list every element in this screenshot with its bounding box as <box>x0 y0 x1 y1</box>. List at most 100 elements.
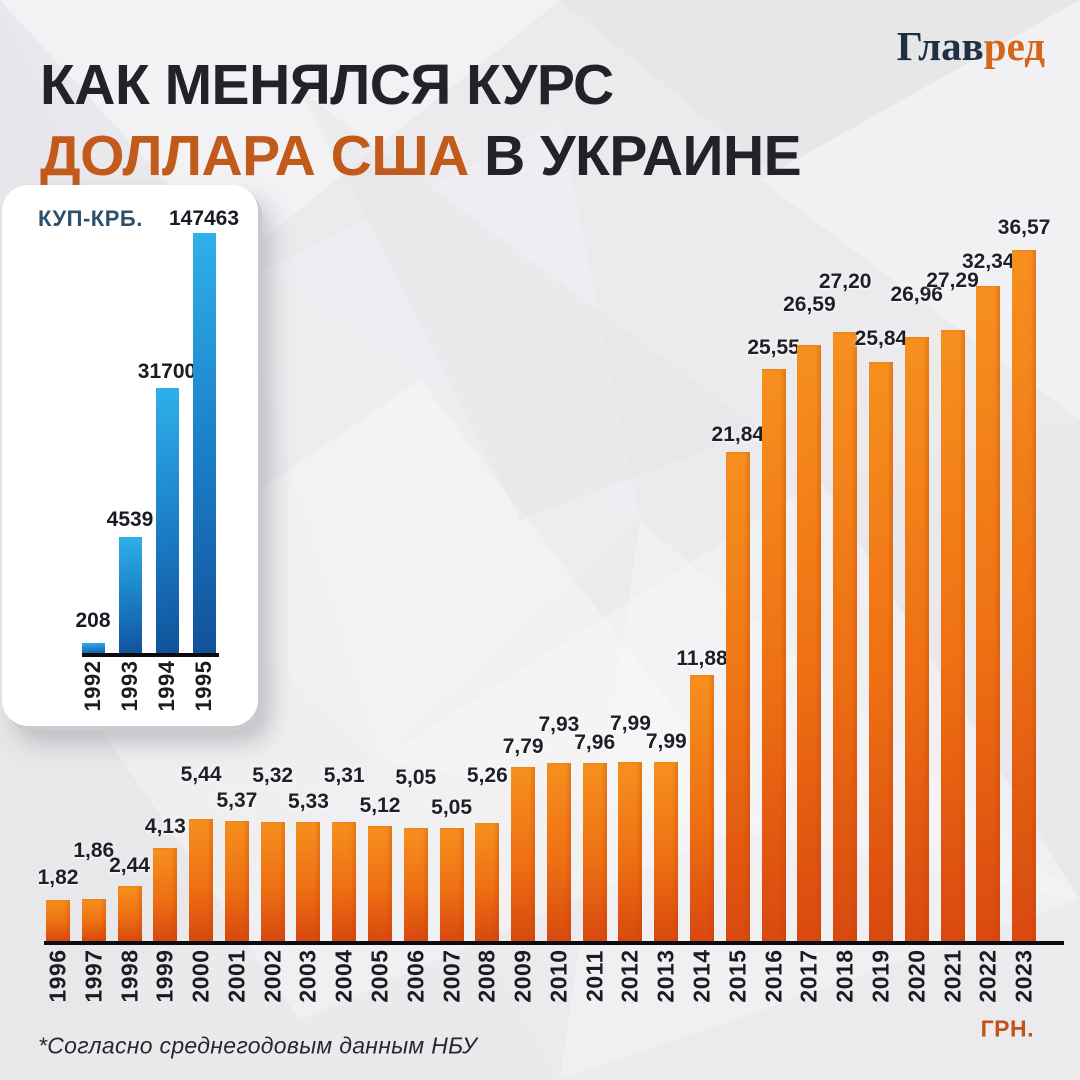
coupon-value-label-1995: 147463 <box>168 207 240 230</box>
value-label-1999: 4,13 <box>144 815 186 839</box>
value-label-1996: 1,82 <box>37 866 79 890</box>
title-line2-rest: В УКРАИНЕ <box>468 124 802 189</box>
year-label-2018: 2018 <box>831 949 858 1003</box>
value-label-2008: 5,26 <box>466 764 508 788</box>
year-label-2014: 2014 <box>688 949 715 1003</box>
logo: Главред <box>897 22 1045 70</box>
logo-part1: Глав <box>896 23 984 69</box>
title-line1: КАК МЕНЯЛСЯ КУРС <box>40 53 614 118</box>
bar-2020 <box>904 337 929 941</box>
coupon-value-label-1994: 31700 <box>137 360 197 383</box>
coupon-chart-card: КУП-КРБ. 208 1992 4539 1993 31700 1994 147463 1… <box>2 185 258 726</box>
value-label-2012: 7,99 <box>610 712 651 736</box>
year-label-2013: 2013 <box>652 949 679 1003</box>
year-label-2016: 2016 <box>760 949 787 1003</box>
coupon-bar-1992 <box>81 643 105 655</box>
year-label-2021: 2021 <box>939 949 965 1003</box>
logo-part2: ред <box>983 23 1045 69</box>
value-label-2014: 11,88 <box>676 646 728 670</box>
bar-2002 <box>260 821 285 941</box>
value-label-2021: 27,29 <box>926 268 979 292</box>
year-label-2009: 2009 <box>509 949 536 1003</box>
year-label-2000: 2000 <box>187 949 214 1003</box>
coupon-year-label-1993: 1993 <box>117 660 142 712</box>
year-label-2004: 2004 <box>330 949 357 1003</box>
value-label-2007: 5,05 <box>431 795 473 819</box>
year-label-2008: 2008 <box>473 949 500 1003</box>
value-label-2013: 7,99 <box>645 730 687 754</box>
bar-2011 <box>582 762 607 941</box>
value-label-1998: 2,44 <box>109 854 150 878</box>
value-label-2020: 26,96 <box>890 283 943 307</box>
value-label-2018: 27,20 <box>818 269 872 293</box>
bar-2013 <box>654 762 679 941</box>
value-label-2019: 25,84 <box>854 327 908 351</box>
unit-label: ГРН. <box>980 1015 1034 1042</box>
coupon-bar-1995 <box>192 233 216 655</box>
value-label-2017: 26,59 <box>783 293 836 317</box>
bar-2014 <box>690 674 715 941</box>
value-label-2003: 5,33 <box>288 789 329 813</box>
value-label-2009: 7,79 <box>502 734 544 758</box>
year-label-2017: 2017 <box>795 949 822 1003</box>
year-label-1997: 1997 <box>80 949 107 1003</box>
coupon-bar-1994 <box>155 388 179 655</box>
bar-2012 <box>618 762 643 941</box>
bar-2010 <box>546 763 571 941</box>
footnote: *Согласно среднегодовым данным НБУ <box>38 1032 478 1059</box>
year-label-2010: 2010 <box>545 949 572 1003</box>
bar-1998 <box>117 886 142 941</box>
value-label-1997: 1,86 <box>73 839 115 863</box>
bar-2001 <box>224 820 249 941</box>
value-label-2005: 5,12 <box>359 794 401 818</box>
year-label-2015: 2015 <box>724 949 751 1003</box>
year-label-2023: 2023 <box>1010 949 1037 1003</box>
year-label-2011: 2011 <box>581 950 608 1002</box>
bar-2008 <box>475 823 500 941</box>
value-label-2015: 21,84 <box>711 422 765 446</box>
year-label-2003: 2003 <box>294 949 321 1003</box>
bar-2003 <box>296 821 321 941</box>
value-label-2004: 5,31 <box>323 764 365 788</box>
bar-2009 <box>511 766 536 941</box>
bar-2019 <box>868 362 893 941</box>
year-label-1998: 1998 <box>116 949 143 1003</box>
bar-2022 <box>976 286 1001 941</box>
value-label-2010: 7,93 <box>538 713 580 737</box>
coupon-chart-title: КУП-КРБ. <box>38 206 143 231</box>
coupon-bar-1993 <box>118 537 142 655</box>
year-label-1999: 1999 <box>151 949 178 1003</box>
bar-2006 <box>403 827 428 941</box>
bar-1996 <box>46 900 70 941</box>
year-label-2001: 2001 <box>223 949 250 1003</box>
value-label-2006: 5,05 <box>395 765 437 789</box>
page-title: КАК МЕНЯЛСЯ КУРС ДОЛЛАРА США В УКРАИНЕ <box>40 50 802 192</box>
coupon-year-label-1994: 1994 <box>154 660 179 712</box>
bar-2016 <box>761 368 786 941</box>
bar-2007 <box>439 827 464 941</box>
year-label-2002: 2002 <box>259 949 286 1003</box>
bar-2017 <box>797 345 822 941</box>
year-label-2007: 2007 <box>438 949 465 1003</box>
year-label-2012: 2012 <box>616 949 643 1003</box>
bar-2021 <box>940 329 965 941</box>
bar-2004 <box>332 822 357 941</box>
coupon-value-label-1992: 208 <box>75 609 111 632</box>
bar-2000 <box>189 819 214 941</box>
year-label-2022: 2022 <box>974 949 1001 1003</box>
title-highlight: ДОЛЛАРА США <box>40 124 469 189</box>
value-label-2016: 25,55 <box>747 335 800 359</box>
value-label-2023: 36,57 <box>997 215 1051 239</box>
bar-1997 <box>81 899 106 941</box>
year-label-2005: 2005 <box>366 949 393 1003</box>
value-label-2001: 5,37 <box>216 788 258 812</box>
coupon-chart-baseline <box>82 653 219 657</box>
bar-1999 <box>153 848 178 941</box>
coupon-year-label-1995: 1995 <box>191 660 216 712</box>
coupon-value-label-1993: 4539 <box>106 508 154 531</box>
bar-2018 <box>833 331 858 941</box>
bar-2005 <box>368 826 393 941</box>
year-label-1996: 1996 <box>44 949 71 1003</box>
